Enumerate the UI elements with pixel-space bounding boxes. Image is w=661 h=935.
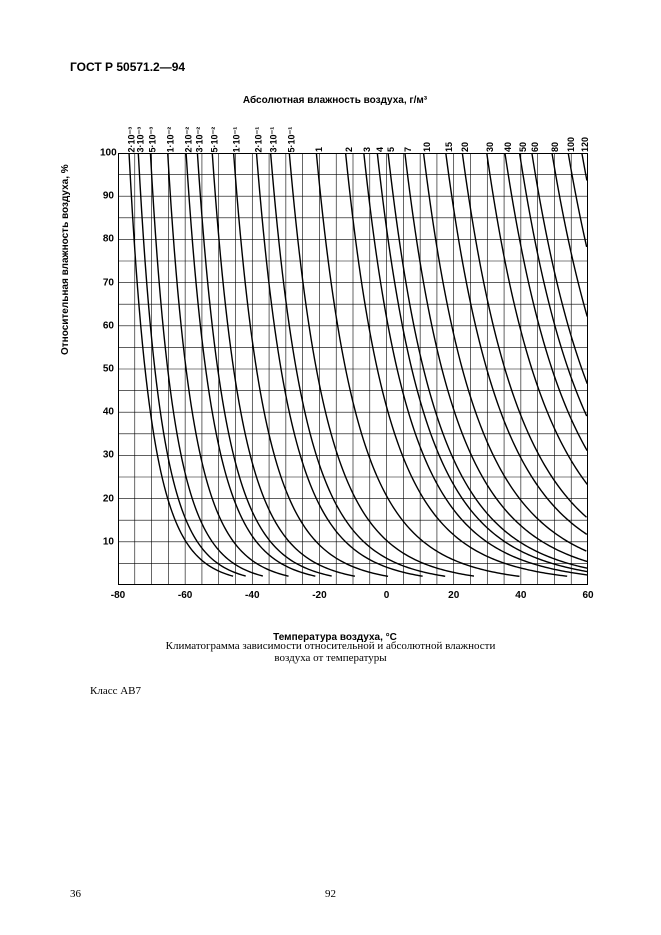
top-tick-label: 50 xyxy=(518,142,528,152)
top-tick-label: 2·10⁻¹ xyxy=(254,127,265,153)
x-tick-label: -40 xyxy=(245,590,259,601)
x-tick-label: 60 xyxy=(582,590,593,601)
x-tick-label: 40 xyxy=(515,590,526,601)
top-tick-label: 2·10⁻² xyxy=(184,127,195,153)
x-tick-label: -20 xyxy=(312,590,326,601)
caption-line-2: воздуха от температуры xyxy=(274,652,386,664)
y-tick-label: 80 xyxy=(100,234,114,245)
top-tick-label: 5·10⁻¹ xyxy=(287,127,298,153)
top-tick-label: 4 xyxy=(375,147,385,152)
top-tick-label: 1·10⁻² xyxy=(165,127,176,153)
plot-area xyxy=(118,153,588,585)
top-axis-title: Абсолютная влажность воздуха, г/м³ xyxy=(70,95,600,106)
top-tick-label: 1·10⁻¹ xyxy=(231,127,242,153)
climatogram-chart: Абсолютная влажность воздуха, г/м³ Относ… xyxy=(70,95,600,615)
y-axis-title: Относительная влажность воздуха, % xyxy=(60,164,71,355)
top-tick-label: 5 xyxy=(386,147,396,152)
top-tick-label: 2 xyxy=(344,147,354,152)
y-tick-label: 30 xyxy=(100,450,114,461)
y-tick-label: 90 xyxy=(100,191,114,202)
top-tick-label: 120 xyxy=(580,137,590,152)
x-tick-label: -60 xyxy=(178,590,192,601)
top-tick-label: 40 xyxy=(503,142,513,152)
document-page: ГОСТ Р 50571.2—94 Абсолютная влажность в… xyxy=(0,0,661,935)
y-tick-label: 70 xyxy=(100,277,114,288)
top-tick-label: 60 xyxy=(530,142,540,152)
y-tick-label: 60 xyxy=(100,320,114,331)
top-tick-label: 3·10⁻³ xyxy=(136,127,147,153)
y-tick-label: 40 xyxy=(100,407,114,418)
class-label: Класс АВ7 xyxy=(90,685,141,697)
y-tick-label: 50 xyxy=(100,364,114,375)
top-tick-label: 7 xyxy=(403,147,413,152)
top-tick-label: 20 xyxy=(460,142,470,152)
top-tick-label: 3 xyxy=(362,147,372,152)
x-tick-label: 0 xyxy=(384,590,390,601)
page-number-center: 92 xyxy=(0,888,661,900)
top-tick-label: 5·10⁻³ xyxy=(148,127,159,153)
top-tick-label: 3·10⁻¹ xyxy=(268,127,279,153)
top-tick-label: 3·10⁻² xyxy=(195,127,206,153)
x-tick-label: 20 xyxy=(448,590,459,601)
document-header: ГОСТ Р 50571.2—94 xyxy=(70,60,185,74)
caption-line-1: Климатограмма зависимости относительной … xyxy=(166,640,496,652)
y-tick-label: 100 xyxy=(100,148,114,159)
y-tick-label: 20 xyxy=(100,493,114,504)
y-tick-label: 10 xyxy=(100,536,114,547)
top-tick-label: 10 xyxy=(422,142,432,152)
x-tick-label: -80 xyxy=(111,590,125,601)
top-tick-label: 80 xyxy=(550,142,560,152)
top-tick-label: 30 xyxy=(485,142,495,152)
top-tick-label: 15 xyxy=(444,142,454,152)
top-tick-label: 100 xyxy=(566,137,576,152)
top-tick-label: 5·10⁻² xyxy=(210,127,221,153)
top-tick-label: 1 xyxy=(314,147,324,152)
chart-caption: Климатограмма зависимости относительной … xyxy=(70,640,591,664)
